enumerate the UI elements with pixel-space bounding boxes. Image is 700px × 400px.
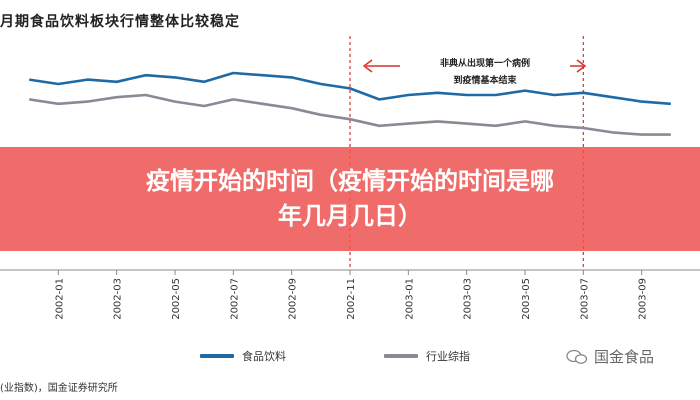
source-note: (业指数)，国金证券研究所 bbox=[0, 383, 118, 394]
series-lines bbox=[29, 71, 671, 136]
x-tick-label: 2003-05 bbox=[521, 278, 532, 320]
x-ticks: 2002-01 2002-03 2002-05 2002-07 2002-09 2002-… bbox=[54, 270, 649, 320]
series-line-industry-index bbox=[29, 93, 671, 136]
x-tick-label: 2002-11 bbox=[346, 278, 357, 320]
chart-title: 月期食品饮料板块行情整体比较稳定 bbox=[0, 14, 240, 30]
x-tick-label: 2002-01 bbox=[54, 278, 65, 320]
x-tick-label: 2002-09 bbox=[288, 278, 299, 320]
wechat-icon bbox=[566, 349, 588, 365]
annotation-line-2: 到疫情基本结束 bbox=[453, 76, 517, 86]
legend-label-food: 食品饮料 bbox=[242, 350, 286, 363]
legend-swatch-blue bbox=[200, 354, 234, 358]
annotation-line-1: 非典从出现第一个病例 bbox=[439, 59, 530, 69]
headline-line-2: 年几月几日） bbox=[278, 202, 422, 230]
headline-banner: 疫情开始的时间（疫情开始的时间是哪 年几月几日） bbox=[0, 147, 700, 251]
watermark-text: 国金食品 bbox=[594, 348, 655, 366]
series-line-food-beverage bbox=[29, 71, 671, 106]
event-range-arrow bbox=[362, 50, 587, 88]
x-tick-label: 2002-07 bbox=[229, 278, 240, 320]
x-tick-label: 2003-03 bbox=[463, 278, 474, 320]
x-tick-label: 2003-07 bbox=[579, 278, 590, 320]
legend-label-industry: 行业综指 bbox=[426, 350, 470, 363]
x-tick-label: 2002-03 bbox=[113, 278, 124, 320]
x-tick-label: 2003-09 bbox=[638, 278, 649, 320]
headline-line-1: 疫情开始的时间（疫情开始的时间是哪 bbox=[146, 167, 554, 195]
watermark: 国金食品 bbox=[566, 346, 654, 367]
legend-food-beverage: 食品饮料 bbox=[200, 348, 286, 364]
legend-swatch-gray bbox=[384, 354, 418, 358]
x-tick-label: 2003-01 bbox=[404, 278, 415, 320]
x-tick-label: 2002-05 bbox=[171, 278, 182, 320]
legend-industry-index: 行业综指 bbox=[384, 348, 470, 364]
